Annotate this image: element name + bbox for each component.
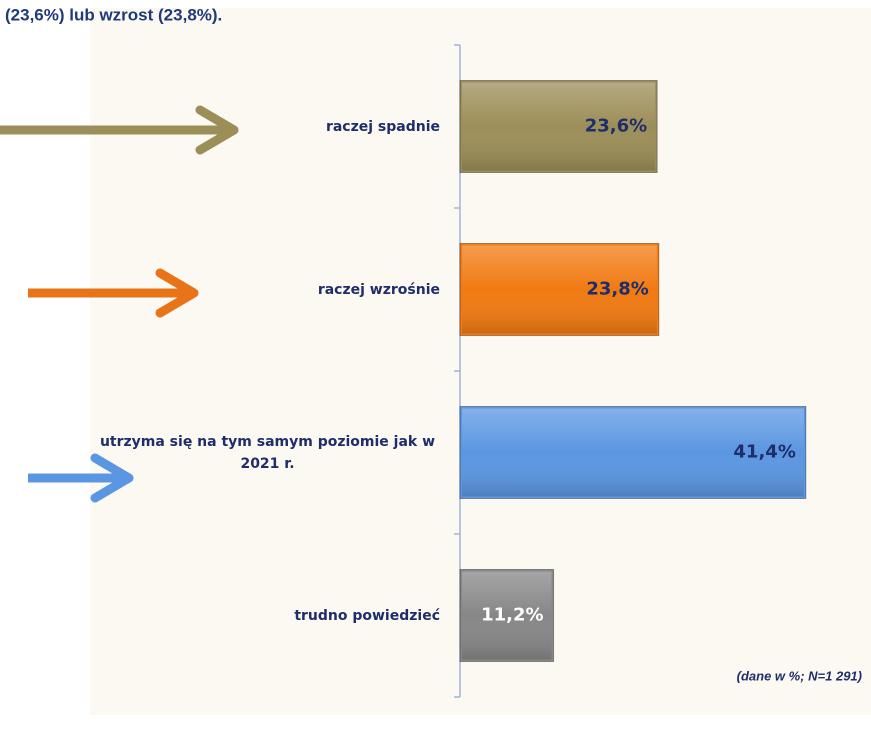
- value-label: 11,2%: [481, 605, 543, 626]
- bar-shine: [462, 82, 656, 171]
- category-label-box: utrzyma się na tym samym poziomie jak w …: [95, 407, 440, 499]
- arrow: [28, 268, 199, 318]
- value-label: 23,6%: [585, 116, 647, 137]
- arrow: [0, 105, 239, 155]
- arrow: [28, 453, 134, 503]
- value-label: 41,4%: [733, 442, 795, 463]
- chart-title: (23,6%) lub wzrost (23,8%).: [5, 5, 222, 24]
- category-label-box: raczej spadnie: [326, 81, 440, 173]
- bar-shine: [462, 571, 552, 660]
- bar-shine: [462, 408, 804, 497]
- bar-shine: [462, 245, 657, 334]
- note: (dane w %; N=1 291): [737, 668, 862, 683]
- category-label-box: raczej wzrośnie: [318, 244, 440, 336]
- category-label-box: trudno powiedzieć: [294, 570, 440, 662]
- value-label: 23,8%: [586, 279, 648, 300]
- category-label: utrzyma się na tym samym poziomie jak w …: [99, 433, 436, 472]
- category-label: trudno powiedzieć: [294, 607, 440, 624]
- category-label: raczej wzrośnie: [317, 281, 440, 298]
- category-label: raczej spadnie: [325, 118, 440, 135]
